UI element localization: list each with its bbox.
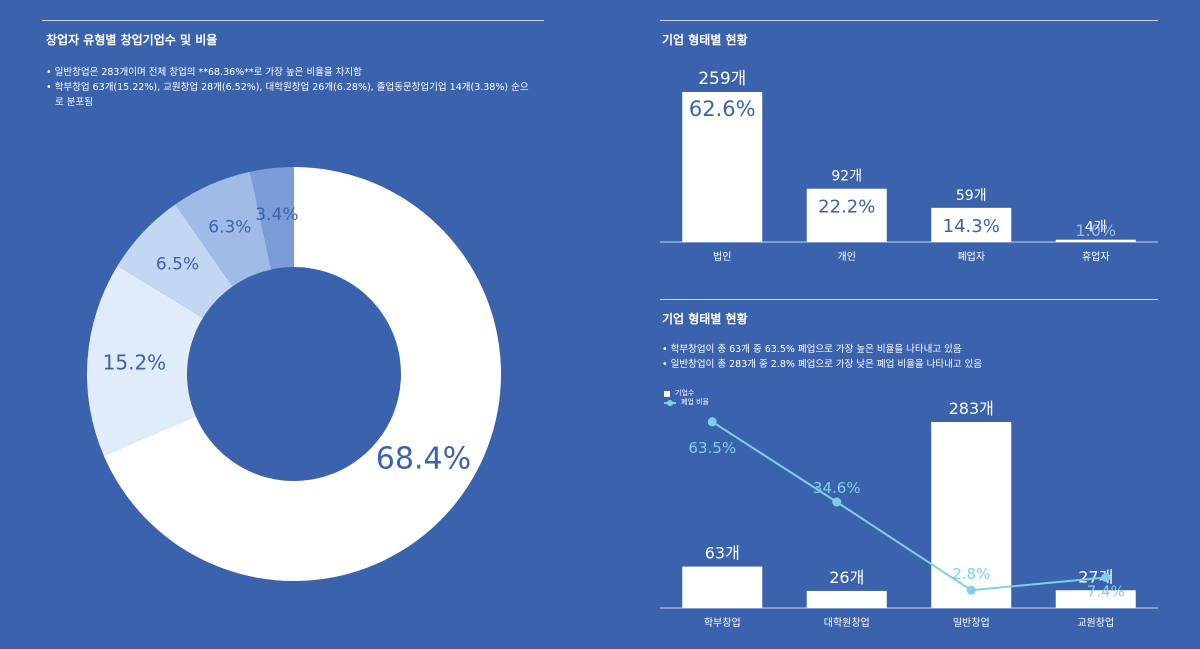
donut-chart: 68.4% 15.2% 6.5% 6.3%3.4%: [86, 167, 502, 582]
status-bar-chart: 259개 62.6% 법인 92개 22.2% 개인 59개 14.3% 폐업자 4개1.0% 휴업…: [660, 69, 1158, 263]
bar-category-label: 개인: [838, 251, 856, 263]
right-top-rule: [660, 20, 1158, 21]
donut-slice-label: 6.5%: [156, 254, 199, 274]
rate-point: [707, 417, 717, 427]
rate-point: [1101, 572, 1111, 582]
combo-legend: 기업수 폐업 비율: [664, 389, 709, 407]
bottom-right-bullets: • 학부창업이 총 63개 중 63.5% 폐업으로 가장 높은 비율을 나타내…: [662, 342, 1152, 372]
donut-slice: [117, 204, 233, 318]
rate-label: 7.4%: [1087, 582, 1125, 600]
combo-category-label: 대학원창업: [824, 616, 870, 629]
bottom-right-title: 기업 형태별 현황: [662, 312, 748, 326]
bar-percent-label: 22.2%: [818, 197, 875, 218]
bar-count-label: 4개: [1085, 220, 1107, 236]
donut-slice-label: 68.4%: [376, 442, 471, 477]
bar-count-label: 59개: [956, 188, 987, 204]
bar-category-label: 법인: [713, 251, 731, 263]
donut-slice: [86, 265, 203, 456]
left-bullet-1: • 일반창업은 283개이며 전체 창업의 **68.36%**로 가장 높은 …: [46, 67, 362, 78]
donut-slice: [250, 167, 294, 270]
right-mid-rule: [660, 299, 1158, 300]
bar: [1055, 239, 1136, 242]
combo-bar-label: 26개: [829, 568, 864, 587]
bar-percent-label: 1.0%: [1075, 221, 1116, 240]
legend-bar-label: 기업수: [675, 389, 695, 397]
combo-category-label: 학부창업: [704, 616, 741, 629]
rate-label: 63.5%: [688, 439, 736, 457]
left-panel-bullets: • 일반창업은 283개이며 전체 창업의 **68.36%**로 가장 높은 …: [46, 65, 536, 110]
bar-count-label: 92개: [831, 169, 862, 185]
combo-chart: 63개학부창업26개대학원창업283개일반창업27개교원창업63.5%34.6%…: [660, 399, 1158, 629]
legend-line-label: 폐업 비율: [681, 398, 709, 406]
bar: [931, 207, 1012, 242]
donut-slice-label: 6.3%: [208, 217, 251, 237]
combo-bar: [806, 590, 887, 608]
donut-slice: [103, 167, 502, 582]
donut-slice-label: 15.2%: [103, 350, 167, 374]
combo-category-label: 일반창업: [953, 616, 990, 629]
combo-bar: [1055, 590, 1136, 608]
combo-bar-label: 283개: [949, 399, 994, 418]
rate-label: 34.6%: [813, 479, 861, 497]
combo-bar-label: 63개: [705, 544, 740, 563]
donut-slice: [175, 171, 272, 287]
bar-percent-label: 14.3%: [943, 216, 1000, 237]
rate-point: [966, 585, 976, 595]
bar-percent-label: 62.6%: [689, 97, 756, 121]
bar: [806, 188, 887, 242]
bottom-bullet-2: • 일반창업이 총 283개 중 2.8% 폐업으로 가장 낮은 폐업 비율을 …: [662, 359, 983, 370]
bar: [682, 92, 763, 242]
legend-line-swatch: [664, 399, 676, 406]
rate-point: [832, 497, 842, 507]
bottom-bullet-1: • 학부창업이 총 63개 중 63.5% 폐업으로 가장 높은 비율을 나타내…: [662, 344, 962, 355]
rate-line: [711, 420, 1106, 592]
legend-line-item: 폐업 비율: [664, 398, 709, 407]
donut-slice-label: 3.4%: [255, 205, 298, 225]
top-right-title: 기업 형태별 현황: [662, 33, 748, 47]
legend-bar-item: 기업수: [664, 389, 709, 398]
bar-category-label: 휴업자: [1082, 250, 1110, 263]
combo-bar: [682, 566, 763, 608]
left-top-rule: [42, 20, 544, 21]
left-panel-title: 창업자 유형별 창업기업수 및 비율: [46, 33, 218, 47]
bar-category-label: 폐업자: [957, 250, 985, 263]
left-bullet-2: • 학부창업 63개(15.22%), 교원창업 28개(6.52%), 대학원…: [46, 82, 529, 108]
rate-label: 2.8%: [952, 565, 990, 583]
bar-count-label: 259개: [698, 69, 746, 89]
combo-category-label: 교원창업: [1077, 616, 1114, 629]
legend-bar-swatch: [664, 390, 670, 397]
combo-bar: [931, 422, 1012, 608]
